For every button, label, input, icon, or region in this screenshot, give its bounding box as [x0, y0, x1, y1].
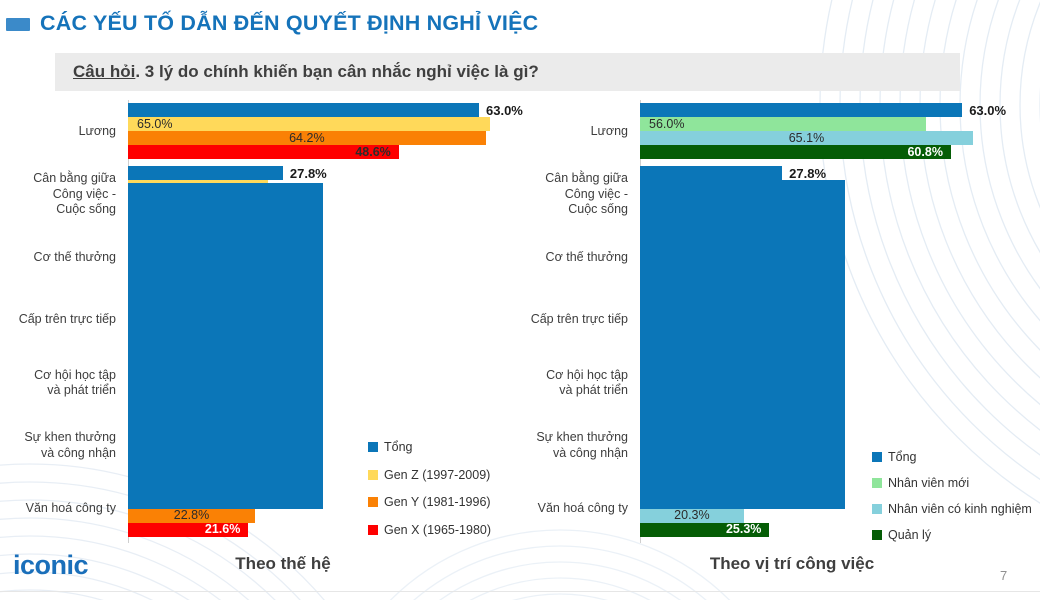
bar-segment [128, 145, 399, 160]
category-label: Lương [78, 123, 116, 138]
category-label: Cơ hội học tập và phát triển [34, 367, 116, 397]
bar-value-label: 56.0% [649, 116, 685, 131]
page-number: 7 [1000, 568, 1008, 583]
legend-item: Quản lý [872, 525, 931, 545]
category-label: Văn hoá công ty [537, 500, 628, 515]
artifact-bar-block [128, 183, 323, 509]
category-label: Sự khen thưởng và công nhận [24, 430, 116, 460]
bar-value-label: 65.1% [788, 130, 825, 145]
bar-value-label: 27.8% [289, 165, 327, 181]
question-box: Câu hỏi. 3 lý do chính khiến bạn cân nhắ… [55, 53, 960, 91]
chart-title-position: Theo vị trí công việc [709, 554, 875, 573]
bar-segment [640, 522, 770, 537]
bar-value-label: 60.8% [907, 144, 943, 159]
bar-segment [640, 117, 927, 132]
bar-segment [128, 103, 479, 118]
bar-value-label: 25.3% [725, 522, 762, 537]
category-label: Văn hoá công ty [25, 500, 116, 515]
bar-segment [640, 508, 744, 523]
legend-label: Tổng [888, 450, 917, 464]
legend-swatch-icon [872, 478, 882, 488]
legend-label: Gen Z (1997-2009) [384, 467, 491, 482]
bar-segment [640, 166, 783, 181]
bar-value-label: 63.0% [969, 102, 1007, 118]
legend-item: Tổng [368, 437, 413, 457]
legend-item: Gen Z (1997-2009) [368, 465, 490, 485]
bar-value-label: 22.8% [173, 508, 210, 523]
bar-value-label: 65.0% [137, 116, 173, 131]
legend-label: Quản lý [888, 528, 932, 542]
page-title: CÁC YẾU TỐ DẪN ĐẾN QUYẾT ĐỊNH NGHỈ VIỆC [40, 11, 539, 35]
legend-label: Gen X (1965-1980) [384, 522, 492, 537]
question-text: . 3 lý do chính khiến bạn cân nhắc nghỉ … [135, 62, 539, 81]
bar-segment [640, 145, 951, 160]
category-label: Cân bằng giữa Công việc - Cuộc sống [33, 171, 116, 216]
bar-value-label: 21.6% [204, 522, 241, 537]
legend-swatch-icon [872, 530, 882, 540]
category-label: Sự khen thưởng và công nhận [536, 430, 628, 460]
category-label: Cơ thế thưởng [545, 249, 628, 264]
legend-item: Nhân viên mới [872, 473, 969, 493]
legend-swatch-icon [368, 442, 378, 452]
bar-value-label: 20.3% [674, 508, 710, 523]
legend-swatch-icon [872, 452, 882, 462]
legend-label: Tổng [384, 440, 413, 454]
bar-segment [128, 166, 283, 181]
legend-swatch-icon [368, 469, 378, 480]
category-label: Cơ thế thưởng [33, 249, 116, 264]
legend-item: Nhân viên có kinh nghiệm [872, 499, 1032, 519]
iconic-logo: iconic [13, 550, 89, 580]
category-label: Lương [590, 123, 628, 138]
legend-swatch-icon [368, 497, 378, 507]
bar-segment [128, 522, 249, 537]
bar-segment [128, 131, 486, 146]
artifact-bar-sliver [128, 180, 269, 184]
artifact-bar-block [640, 180, 846, 509]
bar-value-label: 27.8% [789, 165, 827, 181]
bar-segment [128, 117, 491, 132]
bar-segment [640, 131, 973, 146]
legend-label: Gen Y (1981-1996) [384, 495, 491, 509]
category-label: Cân bằng giữa Công việc - Cuộc sống [545, 171, 628, 216]
legend-swatch-icon [872, 504, 882, 514]
bar-value-label: 63.0% [486, 102, 523, 118]
legend-label: Nhân viên mới [888, 476, 970, 490]
bar-value-label: 48.6% [355, 144, 391, 159]
question-prefix: Câu hỏi [73, 62, 136, 81]
bar-segment [640, 103, 963, 118]
legend-item: Gen Y (1981-1996) [368, 492, 491, 512]
slide-header: CÁC YẾU TỐ DẪN ĐẾN QUYẾT ĐỊNH NGHỈ VIỆC [6, 11, 538, 36]
bottom-divider [0, 591, 1040, 592]
category-label: Cơ hội học tập và phát triển [546, 367, 628, 397]
legend-item: Tổng [872, 447, 917, 467]
category-label: Cấp trên trực tiếp [18, 312, 116, 327]
legend-swatch-icon [368, 524, 378, 535]
bar-segment [128, 508, 256, 523]
legend-label: Nhân viên có kinh nghiệm [888, 502, 1032, 516]
legend-item: Gen X (1965-1980) [368, 520, 491, 540]
chart-title-generation: Theo thế hệ [235, 554, 331, 573]
category-label: Cấp trên trực tiếp [530, 312, 628, 327]
bar-value-label: 64.2% [289, 130, 325, 145]
title-bullet-icon [6, 18, 30, 31]
